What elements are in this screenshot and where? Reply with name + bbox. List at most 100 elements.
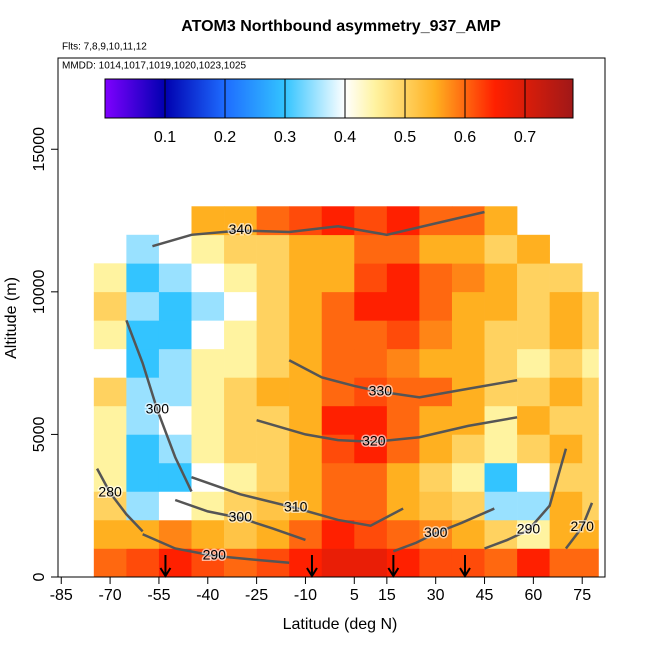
x-tick-label: -10 xyxy=(294,587,317,604)
heat-cell xyxy=(354,234,388,264)
heat-cell xyxy=(126,291,160,321)
heat-cell xyxy=(354,348,388,378)
heat-cell xyxy=(549,491,583,521)
heat-cell xyxy=(256,263,290,293)
contour-label: 340 xyxy=(229,221,253,237)
contour-line xyxy=(484,448,568,550)
heat-cell xyxy=(93,462,127,492)
heat-cell xyxy=(549,320,583,350)
arrow-head xyxy=(159,567,172,578)
heat-cell xyxy=(224,234,257,264)
heat-cell xyxy=(158,263,192,293)
heat-cell xyxy=(549,348,583,378)
heat-cell xyxy=(517,377,550,407)
heat-cell xyxy=(354,434,388,464)
x-tick-label: 30 xyxy=(427,587,445,604)
heat-cell xyxy=(191,405,225,435)
heat-cell xyxy=(224,434,257,464)
heat-cell xyxy=(93,548,127,578)
heat-cell xyxy=(451,462,485,492)
heat-cell xyxy=(126,548,160,578)
heat-cell xyxy=(517,405,550,435)
heat-cell xyxy=(321,405,355,435)
heat-cell xyxy=(484,263,518,293)
heat-cell xyxy=(582,519,599,549)
x-axis-label: Latitude (deg N) xyxy=(283,616,398,633)
heat-cell xyxy=(484,462,518,492)
colorbar-tick-label: 0.4 xyxy=(334,129,356,146)
heat-cell xyxy=(386,348,420,378)
heat-cell xyxy=(582,377,599,407)
arrow-head xyxy=(459,567,471,578)
heat-cell xyxy=(256,462,290,492)
heat-cell xyxy=(419,434,453,464)
heat-cell xyxy=(224,519,257,549)
heat-cell xyxy=(93,320,127,350)
contour-line xyxy=(191,476,404,527)
heat-cell xyxy=(582,405,599,435)
heat-cell xyxy=(158,291,192,321)
colorbar-tick-label: 0.1 xyxy=(154,129,176,146)
heat-cell xyxy=(256,291,290,321)
heat-cell xyxy=(451,263,485,293)
heat-cell xyxy=(517,234,550,264)
heat-cell xyxy=(158,348,192,378)
heat-cell xyxy=(321,234,355,264)
heat-cell xyxy=(582,320,599,350)
heat-cell xyxy=(582,348,599,378)
heat-cell xyxy=(224,263,257,293)
heat-cell xyxy=(517,434,550,464)
heat-cell xyxy=(289,434,323,464)
colorbar-tick-label: 0.7 xyxy=(514,129,536,146)
heat-cell xyxy=(224,320,257,350)
heat-cell xyxy=(256,320,290,350)
heat-cell xyxy=(517,320,550,350)
x-tick-label: 60 xyxy=(524,587,542,604)
heat-cell xyxy=(289,519,323,549)
heat-cell xyxy=(517,348,550,378)
heat-cell xyxy=(289,377,323,407)
heat-cell xyxy=(321,519,355,549)
heat-cell xyxy=(289,291,323,321)
colorbar-tick-label: 0.6 xyxy=(454,129,476,146)
heat-cell xyxy=(419,348,453,378)
heat-cell xyxy=(224,291,257,321)
contour-line xyxy=(564,502,594,550)
heat-cell xyxy=(256,434,290,464)
heat-cell xyxy=(517,491,550,521)
heat-cell xyxy=(321,348,355,378)
heat-cell xyxy=(386,377,420,407)
heat-cell xyxy=(191,491,225,521)
heat-cell xyxy=(354,491,388,521)
heat-cell xyxy=(93,348,127,378)
heat-cell xyxy=(419,263,453,293)
heat-cell xyxy=(484,548,518,578)
heat-cell xyxy=(484,291,518,321)
x-tick-label: 15 xyxy=(378,587,396,604)
heat-cell xyxy=(517,291,550,321)
contour-line xyxy=(288,359,518,399)
heat-cell xyxy=(582,462,599,492)
heat-cell xyxy=(224,405,257,435)
heat-cell xyxy=(191,234,225,264)
arrow-head xyxy=(306,567,318,578)
chart-title: ATOM3 Northbound asymmetry_937_AMP xyxy=(181,18,501,35)
heat-cell xyxy=(191,291,225,321)
heat-cell xyxy=(419,320,453,350)
heat-cell xyxy=(126,491,160,521)
heat-cell xyxy=(93,291,127,321)
heat-cell xyxy=(386,263,420,293)
heat-cell xyxy=(93,519,127,549)
x-tick-label: -85 xyxy=(50,587,73,604)
arrow-head xyxy=(387,567,400,578)
heat-cell xyxy=(549,377,583,407)
y-tick-label: 5000 xyxy=(31,417,48,453)
colorbar xyxy=(104,78,574,119)
contour-label: 300 xyxy=(146,401,170,417)
heat-cell xyxy=(158,491,192,521)
heat-cell xyxy=(289,491,323,521)
y-tick-label: 15000 xyxy=(31,127,48,172)
contour-line xyxy=(125,319,193,492)
heat-cell xyxy=(191,320,225,350)
heat-cell xyxy=(126,462,160,492)
